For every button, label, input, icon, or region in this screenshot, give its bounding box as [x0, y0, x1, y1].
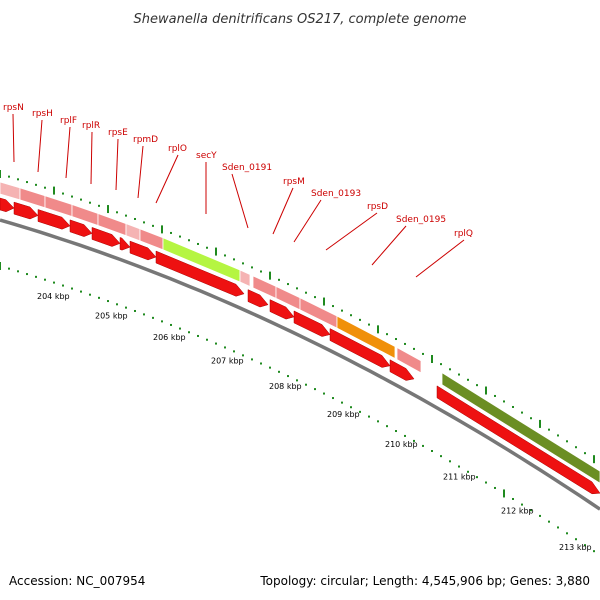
kbp-label: 208 kbp — [269, 382, 302, 391]
cds-arrow — [155, 250, 245, 297]
cds-arrow — [329, 328, 391, 368]
gene-label-sden_0193: Sden_0193 — [311, 189, 361, 199]
gene-leader-line — [12, 113, 15, 163]
cds-arrow — [37, 209, 71, 230]
gene-label-sden_0195: Sden_0195 — [396, 215, 446, 225]
gene-rpmD — [125, 223, 141, 242]
gene-label-rpse: rpsE — [108, 128, 128, 138]
gene-label-rplf: rplF — [60, 116, 77, 126]
gene-leader-line — [325, 212, 378, 251]
gene-label-rplq: rplQ — [454, 229, 473, 239]
cds-arrow — [129, 240, 157, 261]
feature-track — [0, 181, 600, 511]
gene-label-rpsd: rpsD — [367, 202, 388, 212]
kbp-label: 206 kbp — [153, 333, 186, 342]
gene-rplQ-region — [396, 346, 422, 374]
gene-label-rpsn: rpsN — [3, 103, 24, 113]
gene-label-secy: secY — [196, 151, 217, 161]
gene-leader-line — [272, 187, 294, 235]
gene-leader-line — [115, 138, 119, 191]
gene-label-rplr: rplR — [82, 121, 100, 131]
backbone-line — [0, 218, 600, 511]
cds-arrow — [119, 237, 131, 251]
kbp-label: 209 kbp — [327, 410, 360, 419]
cds-arrow — [247, 289, 269, 308]
gene-label-rplo: rplO — [168, 144, 187, 154]
gene-leader-line — [415, 239, 465, 278]
gene-label-rpmd: rpmD — [133, 135, 158, 145]
gene-leader-line — [37, 119, 43, 173]
gene-label-sden_0191: Sden_0191 — [222, 163, 272, 173]
cds-arrow — [269, 299, 295, 320]
gene-Sden_0191 — [239, 269, 251, 288]
kbp-label: 210 kbp — [385, 440, 418, 449]
gene-rpsH — [19, 187, 46, 209]
cds-arrow — [293, 310, 331, 337]
gene-label-rpsm: rpsM — [283, 177, 305, 187]
cds-arrow — [389, 359, 415, 381]
gene-Sden_0193 — [336, 315, 396, 360]
cds-arrow — [91, 227, 121, 247]
kbp-label: 212 kbp — [501, 507, 534, 516]
cds-arrow — [69, 219, 93, 237]
gene-leader-line — [137, 145, 144, 199]
gene-label-rpsh: rpsH — [32, 109, 53, 119]
gene-leader-line — [371, 225, 407, 266]
kbp-label: 205 kbp — [95, 311, 128, 320]
cds-arrow — [13, 201, 39, 220]
gene-leader-line — [65, 126, 71, 179]
kbp-label: 204 kbp — [37, 292, 70, 301]
cds-arrow — [0, 197, 15, 213]
gene-olive-feature — [441, 371, 600, 484]
gene-leader-line — [231, 173, 249, 229]
gene-leader-line — [155, 154, 179, 204]
gene-leader-line — [90, 131, 93, 185]
gene-rpsN — [0, 181, 21, 201]
gene-labels: 204 kbp 205 kbp 206 kbp 207 kbp 208 kbp 209 k… — [3, 103, 592, 552]
ruler-ticks — [0, 170, 595, 553]
kbp-label: 211 kbp — [443, 472, 476, 481]
kbp-label: 207 kbp — [211, 356, 244, 365]
cds-arrow — [436, 385, 600, 495]
map-title: Shewanella denitrificans OS217, complete… — [134, 12, 467, 27]
kbp-label: 213 kbp — [559, 543, 592, 552]
gene-leader-line — [293, 199, 322, 243]
genome-summary-text: Topology: circular; Length: 4,545,906 bp… — [260, 574, 590, 588]
accession-text: Accession: NC_007954 — [9, 574, 146, 588]
